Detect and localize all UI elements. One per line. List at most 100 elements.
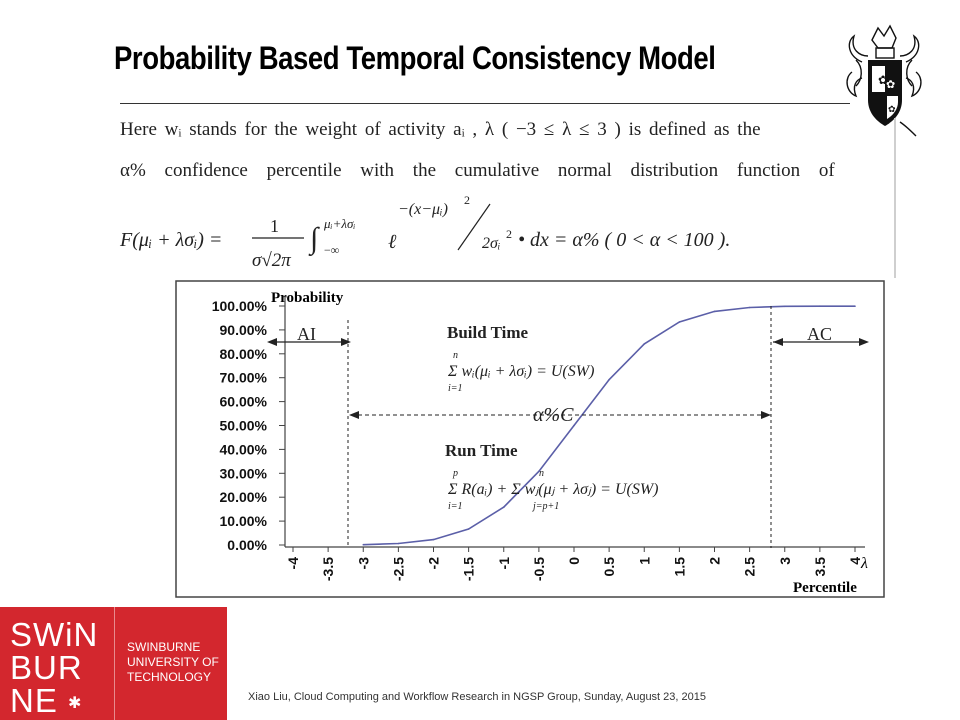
- build-sum-top: n: [453, 350, 458, 361]
- ac-arrow-head-left: [773, 338, 783, 346]
- title-divider: [120, 103, 850, 104]
- x-tick-label: -0.5: [531, 557, 547, 581]
- slide-title: Probability Based Temporal Consistency M…: [114, 40, 716, 76]
- formula-e: ℓ: [388, 231, 397, 253]
- y-tick-label: 20.00%: [220, 489, 268, 505]
- x-tick-label: 2.5: [742, 557, 758, 577]
- run-sum2-top: n: [539, 468, 544, 479]
- cdf-data-point: [784, 305, 786, 308]
- cdf-data-point: [748, 306, 751, 309]
- cdf-data-point: [397, 542, 400, 545]
- chart-frame: [175, 280, 885, 598]
- cdf-data-point: [713, 310, 716, 313]
- run-time-label: Run Time: [445, 441, 518, 460]
- cdf-data-point: [678, 321, 681, 323]
- build-time-label: Build Time: [447, 323, 529, 342]
- build-sum-bottom: i=1: [448, 383, 463, 394]
- cdf-data-point: [608, 378, 610, 381]
- ac-arrow-head-right: [859, 338, 869, 346]
- cdf-data-point: [538, 470, 540, 473]
- cdf-data-point: [854, 305, 856, 307]
- y-tick-label: 40.00%: [220, 441, 268, 457]
- x-axis-symbol: λ: [860, 555, 868, 572]
- svg-text:✿: ✿: [878, 73, 888, 87]
- y-tick-label: 70.00%: [220, 370, 268, 386]
- ac-label: AC: [807, 324, 832, 344]
- formula-rhs: • dx = α% ( 0 < α < 100 ).: [518, 229, 730, 251]
- logo-text-line-1: SWINBURNE: [127, 640, 201, 654]
- cdf-data-point: [467, 528, 470, 530]
- definition-line-1: Here wᵢ stands for the weight of activit…: [120, 119, 761, 140]
- x-tick-label: -4: [285, 557, 301, 570]
- formula-lhs: F(μᵢ + λσᵢ) =: [119, 229, 222, 251]
- x-tick-label: 4: [847, 557, 863, 565]
- logo-text-line-2: UNIVERSITY OF: [127, 655, 219, 669]
- y-tick-label: 0.00%: [227, 537, 267, 553]
- svg-text:✿: ✿: [886, 78, 895, 91]
- confidence-arrow-head-right: [761, 411, 771, 419]
- cdf-data-point: [573, 424, 575, 427]
- logo-divider: [114, 607, 115, 720]
- y-tick-label: 60.00%: [220, 394, 268, 410]
- y-tick-label: 80.00%: [220, 346, 268, 362]
- x-axis-label: Percentile: [793, 580, 857, 596]
- run-sum2-bottom: j=p+1: [531, 501, 559, 512]
- run-sum1-top: p: [452, 468, 458, 479]
- svg-text:✿: ✿: [888, 105, 896, 115]
- swinburne-logo: SWiN BUR NE ✱ SWINBURNE UNIVERSITY OF TE…: [0, 607, 227, 720]
- logo-word-2: BUR: [10, 649, 83, 686]
- ai-arrow-head-left: [267, 338, 277, 346]
- ai-arrow-head-right: [341, 338, 351, 346]
- x-tick-label: 1.5: [671, 557, 687, 577]
- y-tick-label: 90.00%: [220, 322, 268, 338]
- cdf-data-point: [643, 343, 646, 345]
- ai-label: AI: [297, 324, 316, 344]
- formula-lower-limit: −∞: [324, 243, 339, 257]
- formula-integral: ∫: [308, 222, 320, 257]
- plot-area: 0.00% 10.00% 20.00% 30.00% 40.00% 50.00% 60.00…: [212, 296, 865, 581]
- x-tick-label: -3.5: [320, 557, 336, 581]
- formula-denominator: σ√2π: [252, 250, 291, 271]
- run-formula: Σ R(aᵢ) + Σ wⱼ(μⱼ + λσⱼ) = U(SW): [447, 481, 658, 498]
- formula-exp-denominator-power: 2: [506, 227, 512, 241]
- x-tick-label: -2: [426, 557, 442, 570]
- logo-word-3-text: NE: [10, 682, 58, 719]
- y-tick-label: 10.00%: [220, 513, 268, 529]
- x-tick-label: 3.5: [812, 557, 828, 577]
- x-tick-label: 2: [707, 557, 723, 565]
- x-tick-label: -1.5: [461, 557, 477, 581]
- logo-star-icon: ✱: [68, 694, 83, 712]
- normal-cdf-chart: Probability Percentile λ 0.00% 10.00% 20.0…: [175, 280, 885, 598]
- formula-exp-slash: [457, 203, 491, 251]
- image-edge: [894, 118, 896, 278]
- formula-exp-numerator: −(x−μᵢ): [398, 201, 448, 218]
- definition-line-2: α% confidence percentile with the cumula…: [120, 160, 835, 181]
- cdf-data-point: [503, 506, 505, 508]
- run-sum1-bottom: i=1: [448, 501, 463, 512]
- x-tick-label: -2.5: [390, 557, 406, 581]
- cdf-data-point: [819, 305, 821, 307]
- x-tick-label: 3: [777, 557, 793, 565]
- y-tick-label: 50.00%: [220, 418, 268, 434]
- cdf-data-point: [432, 538, 435, 541]
- chart-annotations: [267, 306, 869, 548]
- x-tick-label: 0.5: [601, 557, 617, 577]
- x-tick-label: 1: [636, 557, 652, 565]
- logo-word-3: NE ✱: [10, 684, 82, 720]
- y-axis-label: Probability: [271, 290, 344, 306]
- logo-text-line-3: TECHNOLOGY: [127, 670, 212, 684]
- formula-exp-denominator: 2σᵢ: [482, 235, 500, 252]
- formula-numerator: 1: [270, 216, 279, 236]
- y-tick-label: 100.00%: [212, 298, 268, 314]
- cdf-formula: F(μᵢ + λσᵢ) = 1 σ√2π ∫ μᵢ+λσᵢ −∞ ℓ −(x−μ…: [119, 196, 730, 271]
- x-tick-label: -1: [496, 557, 512, 570]
- formula-upper-limit: μᵢ+λσᵢ: [323, 216, 355, 231]
- confidence-label: α%C: [533, 404, 574, 426]
- slide-footer: Xiao Liu, Cloud Computing and Workflow R…: [248, 691, 706, 703]
- x-tick-label: 0: [566, 557, 582, 565]
- formula-exp-numerator-power: 2: [464, 196, 470, 207]
- build-formula: Σ wᵢ(μᵢ + λσᵢ) = U(SW): [447, 363, 594, 380]
- cdf-data-point: [362, 543, 365, 546]
- coat-of-arms-icon: ✿ ✿ ✿: [846, 24, 922, 137]
- confidence-arrow-head-left: [349, 411, 359, 419]
